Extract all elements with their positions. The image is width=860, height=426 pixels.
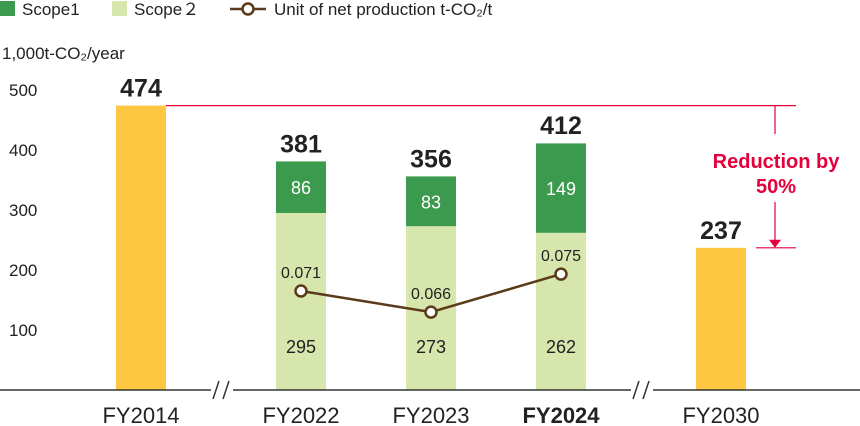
bar-scope1-fy2022	[276, 161, 326, 213]
data-label-scope2: 295	[286, 337, 316, 357]
intensity-value-label: 0.075	[541, 248, 581, 265]
intensity-point	[294, 284, 308, 298]
data-label-scope2: 262	[546, 337, 576, 357]
data-label-total: 237	[700, 217, 742, 245]
intensity-line-series: 0.071 0.066 0.075	[281, 248, 581, 319]
data-label-scope1: 149	[546, 179, 576, 199]
bar-series: 474 86 295 381 83 273 356 149 262 412 237	[116, 75, 746, 390]
annotation-text-line2: 50%	[756, 176, 796, 198]
bar-scope1-fy2023	[406, 176, 456, 227]
legend-label: Unit of net production t-CO₂/t	[274, 0, 493, 19]
y-tick-label: 500	[9, 81, 37, 100]
axis-break-mark	[212, 380, 220, 400]
legend-swatch	[112, 1, 127, 16]
y-tick-label: 200	[9, 261, 37, 280]
x-tick-label: FY2014	[102, 403, 179, 426]
y-tick-label: 400	[9, 141, 37, 160]
chart-legend: Scope1 Scope２ Unit of net production t-CO₂…	[0, 0, 493, 19]
y-tick-label: 100	[9, 321, 37, 340]
data-label-total: 474	[120, 75, 162, 103]
bar-scope2-fy2022	[276, 213, 326, 390]
bar-scope2-fy2024	[536, 232, 586, 390]
legend-label: Scope２	[134, 0, 199, 19]
legend-label: Scope1	[22, 0, 80, 19]
x-tick-label: FY2022	[262, 403, 339, 426]
annotation-text-line1: Reduction by	[713, 151, 841, 173]
axis-break-gap	[631, 385, 653, 395]
legend-marker	[241, 2, 255, 16]
bar-total-fy2030	[696, 247, 746, 390]
reduction-arrow-head	[769, 239, 781, 248]
x-axis: FY2014 FY2022 FY2023 FY2024 FY2030	[0, 380, 860, 426]
axis-break-gap	[211, 385, 233, 395]
data-label-total: 412	[540, 112, 582, 140]
data-label-scope2: 273	[416, 337, 446, 357]
intensity-point	[554, 267, 568, 281]
x-tick-label: FY2030	[682, 403, 759, 426]
y-axis-ticks: 100 200 300 400 500	[9, 81, 37, 340]
intensity-value-label: 0.066	[411, 286, 451, 303]
axis-break-mark	[632, 380, 640, 400]
data-label-scope1: 86	[291, 178, 311, 198]
intensity-value-label: 0.071	[281, 265, 321, 282]
reduction-annotation: Reduction by 50%	[166, 104, 841, 249]
data-label-total: 356	[410, 145, 452, 173]
y-tick-label: 300	[9, 201, 37, 220]
bar-total-fy2014	[116, 105, 166, 390]
x-tick-label: FY2023	[392, 403, 469, 426]
axis-break-mark	[222, 380, 230, 400]
legend-swatch	[0, 1, 15, 16]
data-label-total: 381	[280, 130, 322, 158]
intensity-point	[424, 305, 438, 319]
data-label-scope1: 83	[421, 192, 441, 212]
axis-break-mark	[642, 380, 650, 400]
bar-scope1-fy2024	[536, 143, 586, 233]
y-axis-label: 1,000t-CO₂/year	[2, 44, 125, 63]
x-tick-label: FY2024	[522, 403, 600, 426]
